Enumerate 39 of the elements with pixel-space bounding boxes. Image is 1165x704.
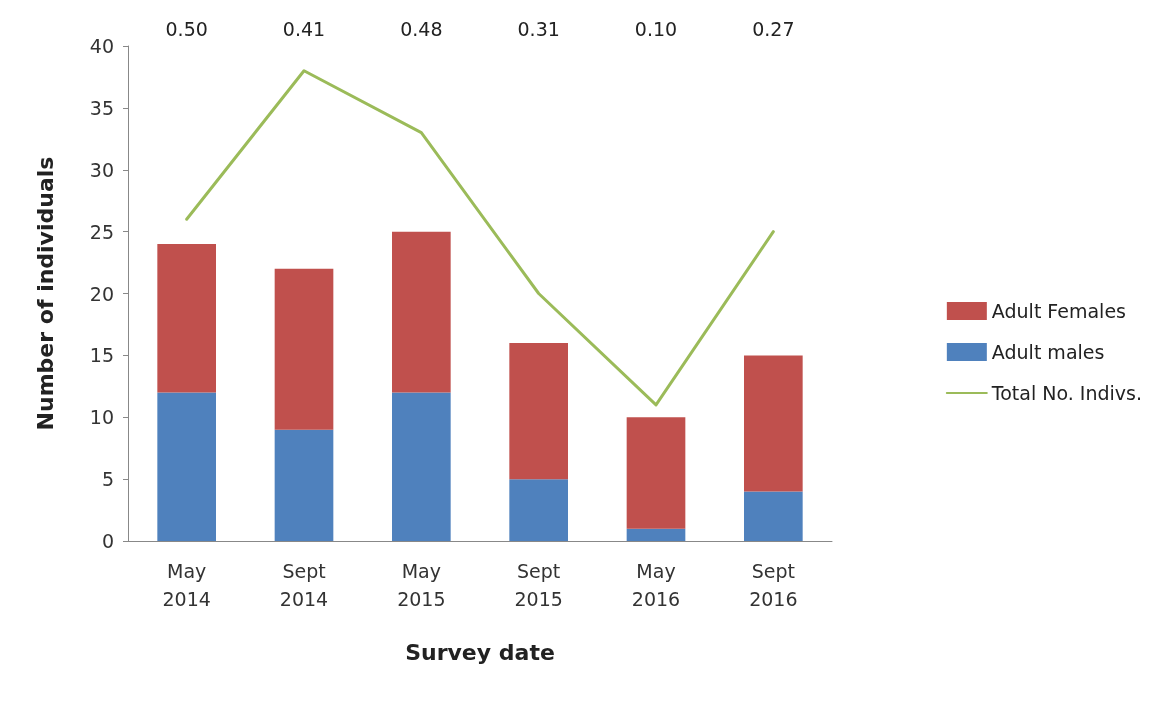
bar <box>157 244 216 393</box>
y-tick-label: 25 <box>89 220 114 243</box>
y-tick-label: 15 <box>89 344 114 367</box>
x-tick-label: Sept 2014 <box>279 560 329 610</box>
x-tick-label: May 2016 <box>631 560 681 610</box>
bar <box>626 417 686 529</box>
line-series <box>185 69 775 407</box>
y-axis-title: Number of individuals <box>32 156 58 431</box>
x-tick-label: Sept 2016 <box>749 560 798 610</box>
bar <box>744 491 803 541</box>
bar <box>509 479 568 541</box>
y-tick-label: 35 <box>89 96 114 119</box>
legend-label: Total No. Indivs. <box>990 382 1143 404</box>
y-tick-label: 10 <box>89 406 114 429</box>
x-tick-label: May 2014 <box>162 560 211 610</box>
bar <box>392 392 451 541</box>
text: 0.48 <box>400 17 443 40</box>
bar <box>157 392 216 541</box>
text: 0.31 <box>517 17 560 40</box>
text: 0.27 <box>752 17 795 40</box>
text: 0.41 <box>282 17 326 40</box>
y-tick-label: 20 <box>89 282 114 305</box>
text: 0.10 <box>634 17 678 40</box>
text: 0.50 <box>165 17 208 40</box>
bar <box>744 355 803 492</box>
x-tick-label: Sept 2015 <box>514 560 563 610</box>
bar <box>509 343 568 480</box>
bar <box>626 528 686 541</box>
y-tick-label: 5 <box>101 468 114 491</box>
legend-label: Adult males <box>991 341 1105 363</box>
y-tick-label: 40 <box>89 35 114 57</box>
y-tick-label: 0 <box>101 530 114 552</box>
x-axis-title: Survey date <box>405 639 555 665</box>
bar <box>274 429 334 541</box>
x-tick-label: May 2015 <box>397 560 446 610</box>
bar <box>392 231 451 393</box>
bar <box>274 268 334 430</box>
y-tick-label: 30 <box>89 158 114 181</box>
legend-label: Adult Females <box>991 300 1126 322</box>
